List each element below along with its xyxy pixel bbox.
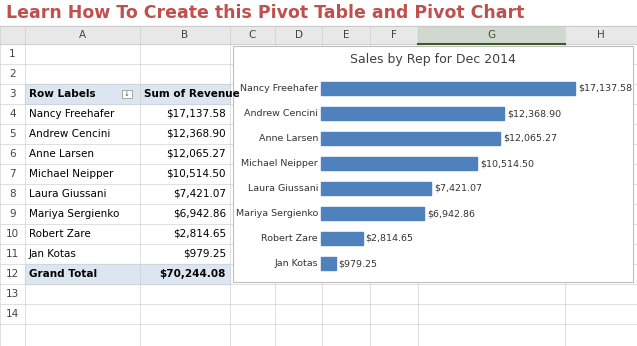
Text: F: F bbox=[391, 30, 397, 40]
Bar bbox=[321, 182, 431, 195]
Text: Andrew Cencini: Andrew Cencini bbox=[244, 109, 318, 118]
Bar bbox=[0, 26, 25, 44]
Text: Jan Kotas: Jan Kotas bbox=[275, 259, 318, 268]
Text: 12: 12 bbox=[6, 269, 19, 279]
Text: 5: 5 bbox=[9, 129, 16, 139]
Text: $12,368.90: $12,368.90 bbox=[166, 129, 226, 139]
Bar bbox=[565, 26, 637, 44]
Text: Mariya Sergienko: Mariya Sergienko bbox=[29, 209, 119, 219]
Text: 8: 8 bbox=[9, 189, 16, 199]
Text: $17,137.58: $17,137.58 bbox=[166, 109, 226, 119]
Text: 1: 1 bbox=[9, 49, 16, 59]
Text: H: H bbox=[597, 30, 605, 40]
Text: Row Labels: Row Labels bbox=[29, 89, 96, 99]
Bar bbox=[418, 26, 565, 44]
Text: 7: 7 bbox=[9, 169, 16, 179]
Text: $17,137.58: $17,137.58 bbox=[578, 84, 632, 93]
Bar bbox=[233, 46, 633, 282]
Bar bbox=[140, 26, 230, 44]
Text: $12,368.90: $12,368.90 bbox=[507, 109, 561, 118]
Text: $7,421.07: $7,421.07 bbox=[434, 184, 482, 193]
Bar bbox=[321, 82, 575, 95]
Text: Robert Zare: Robert Zare bbox=[29, 229, 90, 239]
Text: $70,244.08: $70,244.08 bbox=[160, 269, 226, 279]
Text: $10,514.50: $10,514.50 bbox=[480, 159, 534, 168]
Bar bbox=[25, 26, 140, 44]
Bar bbox=[321, 157, 477, 170]
Text: Anne Larsen: Anne Larsen bbox=[29, 149, 94, 159]
Text: 14: 14 bbox=[6, 309, 19, 319]
Text: $10,514.50: $10,514.50 bbox=[166, 169, 226, 179]
Text: 13: 13 bbox=[6, 289, 19, 299]
Text: Laura Giussani: Laura Giussani bbox=[248, 184, 318, 193]
Text: $2,814.65: $2,814.65 bbox=[173, 229, 226, 239]
Text: Michael Neipper: Michael Neipper bbox=[241, 159, 318, 168]
Text: 2: 2 bbox=[9, 69, 16, 79]
Text: E: E bbox=[343, 30, 349, 40]
Bar bbox=[321, 232, 362, 245]
Bar bbox=[321, 132, 500, 145]
Text: Anne Larsen: Anne Larsen bbox=[259, 134, 318, 143]
Text: Nancy Freehafer: Nancy Freehafer bbox=[240, 84, 318, 93]
Text: Learn How To Create this Pivot Table and Pivot Chart: Learn How To Create this Pivot Table and… bbox=[6, 4, 524, 22]
Text: 10: 10 bbox=[6, 229, 19, 239]
Text: Nancy Freehafer: Nancy Freehafer bbox=[29, 109, 115, 119]
Text: $6,942.86: $6,942.86 bbox=[427, 209, 475, 218]
Text: ↓: ↓ bbox=[124, 91, 130, 97]
Text: Laura Giussani: Laura Giussani bbox=[29, 189, 106, 199]
Text: 3: 3 bbox=[9, 89, 16, 99]
Bar bbox=[25, 264, 230, 284]
Bar bbox=[370, 26, 418, 44]
Bar bbox=[275, 26, 322, 44]
Text: Sum of Revenue: Sum of Revenue bbox=[144, 89, 240, 99]
Bar bbox=[25, 84, 230, 104]
Text: $7,421.07: $7,421.07 bbox=[173, 189, 226, 199]
Text: 11: 11 bbox=[6, 249, 19, 259]
Text: $979.25: $979.25 bbox=[183, 249, 226, 259]
Text: $979.25: $979.25 bbox=[338, 259, 378, 268]
Text: Andrew Cencini: Andrew Cencini bbox=[29, 129, 110, 139]
Text: C: C bbox=[249, 30, 256, 40]
Text: Grand Total: Grand Total bbox=[29, 269, 97, 279]
Text: 4: 4 bbox=[9, 109, 16, 119]
Text: A: A bbox=[79, 30, 86, 40]
Text: 9: 9 bbox=[9, 209, 16, 219]
Bar bbox=[322, 26, 370, 44]
Text: D: D bbox=[294, 30, 303, 40]
Text: $2,814.65: $2,814.65 bbox=[366, 234, 413, 243]
Bar bbox=[321, 107, 505, 120]
Text: $6,942.86: $6,942.86 bbox=[173, 209, 226, 219]
Text: G: G bbox=[487, 30, 496, 40]
Text: Robert Zare: Robert Zare bbox=[261, 234, 318, 243]
Bar bbox=[230, 26, 275, 44]
Text: Michael Neipper: Michael Neipper bbox=[29, 169, 113, 179]
Bar bbox=[122, 90, 132, 98]
Text: Sales by Rep for Dec 2014: Sales by Rep for Dec 2014 bbox=[350, 54, 516, 66]
Bar bbox=[321, 207, 424, 220]
Text: $12,065.27: $12,065.27 bbox=[166, 149, 226, 159]
Bar bbox=[321, 257, 336, 270]
Text: Jan Kotas: Jan Kotas bbox=[29, 249, 77, 259]
Text: $12,065.27: $12,065.27 bbox=[503, 134, 557, 143]
Text: 6: 6 bbox=[9, 149, 16, 159]
Text: Mariya Sergienko: Mariya Sergienko bbox=[236, 209, 318, 218]
Text: B: B bbox=[182, 30, 189, 40]
